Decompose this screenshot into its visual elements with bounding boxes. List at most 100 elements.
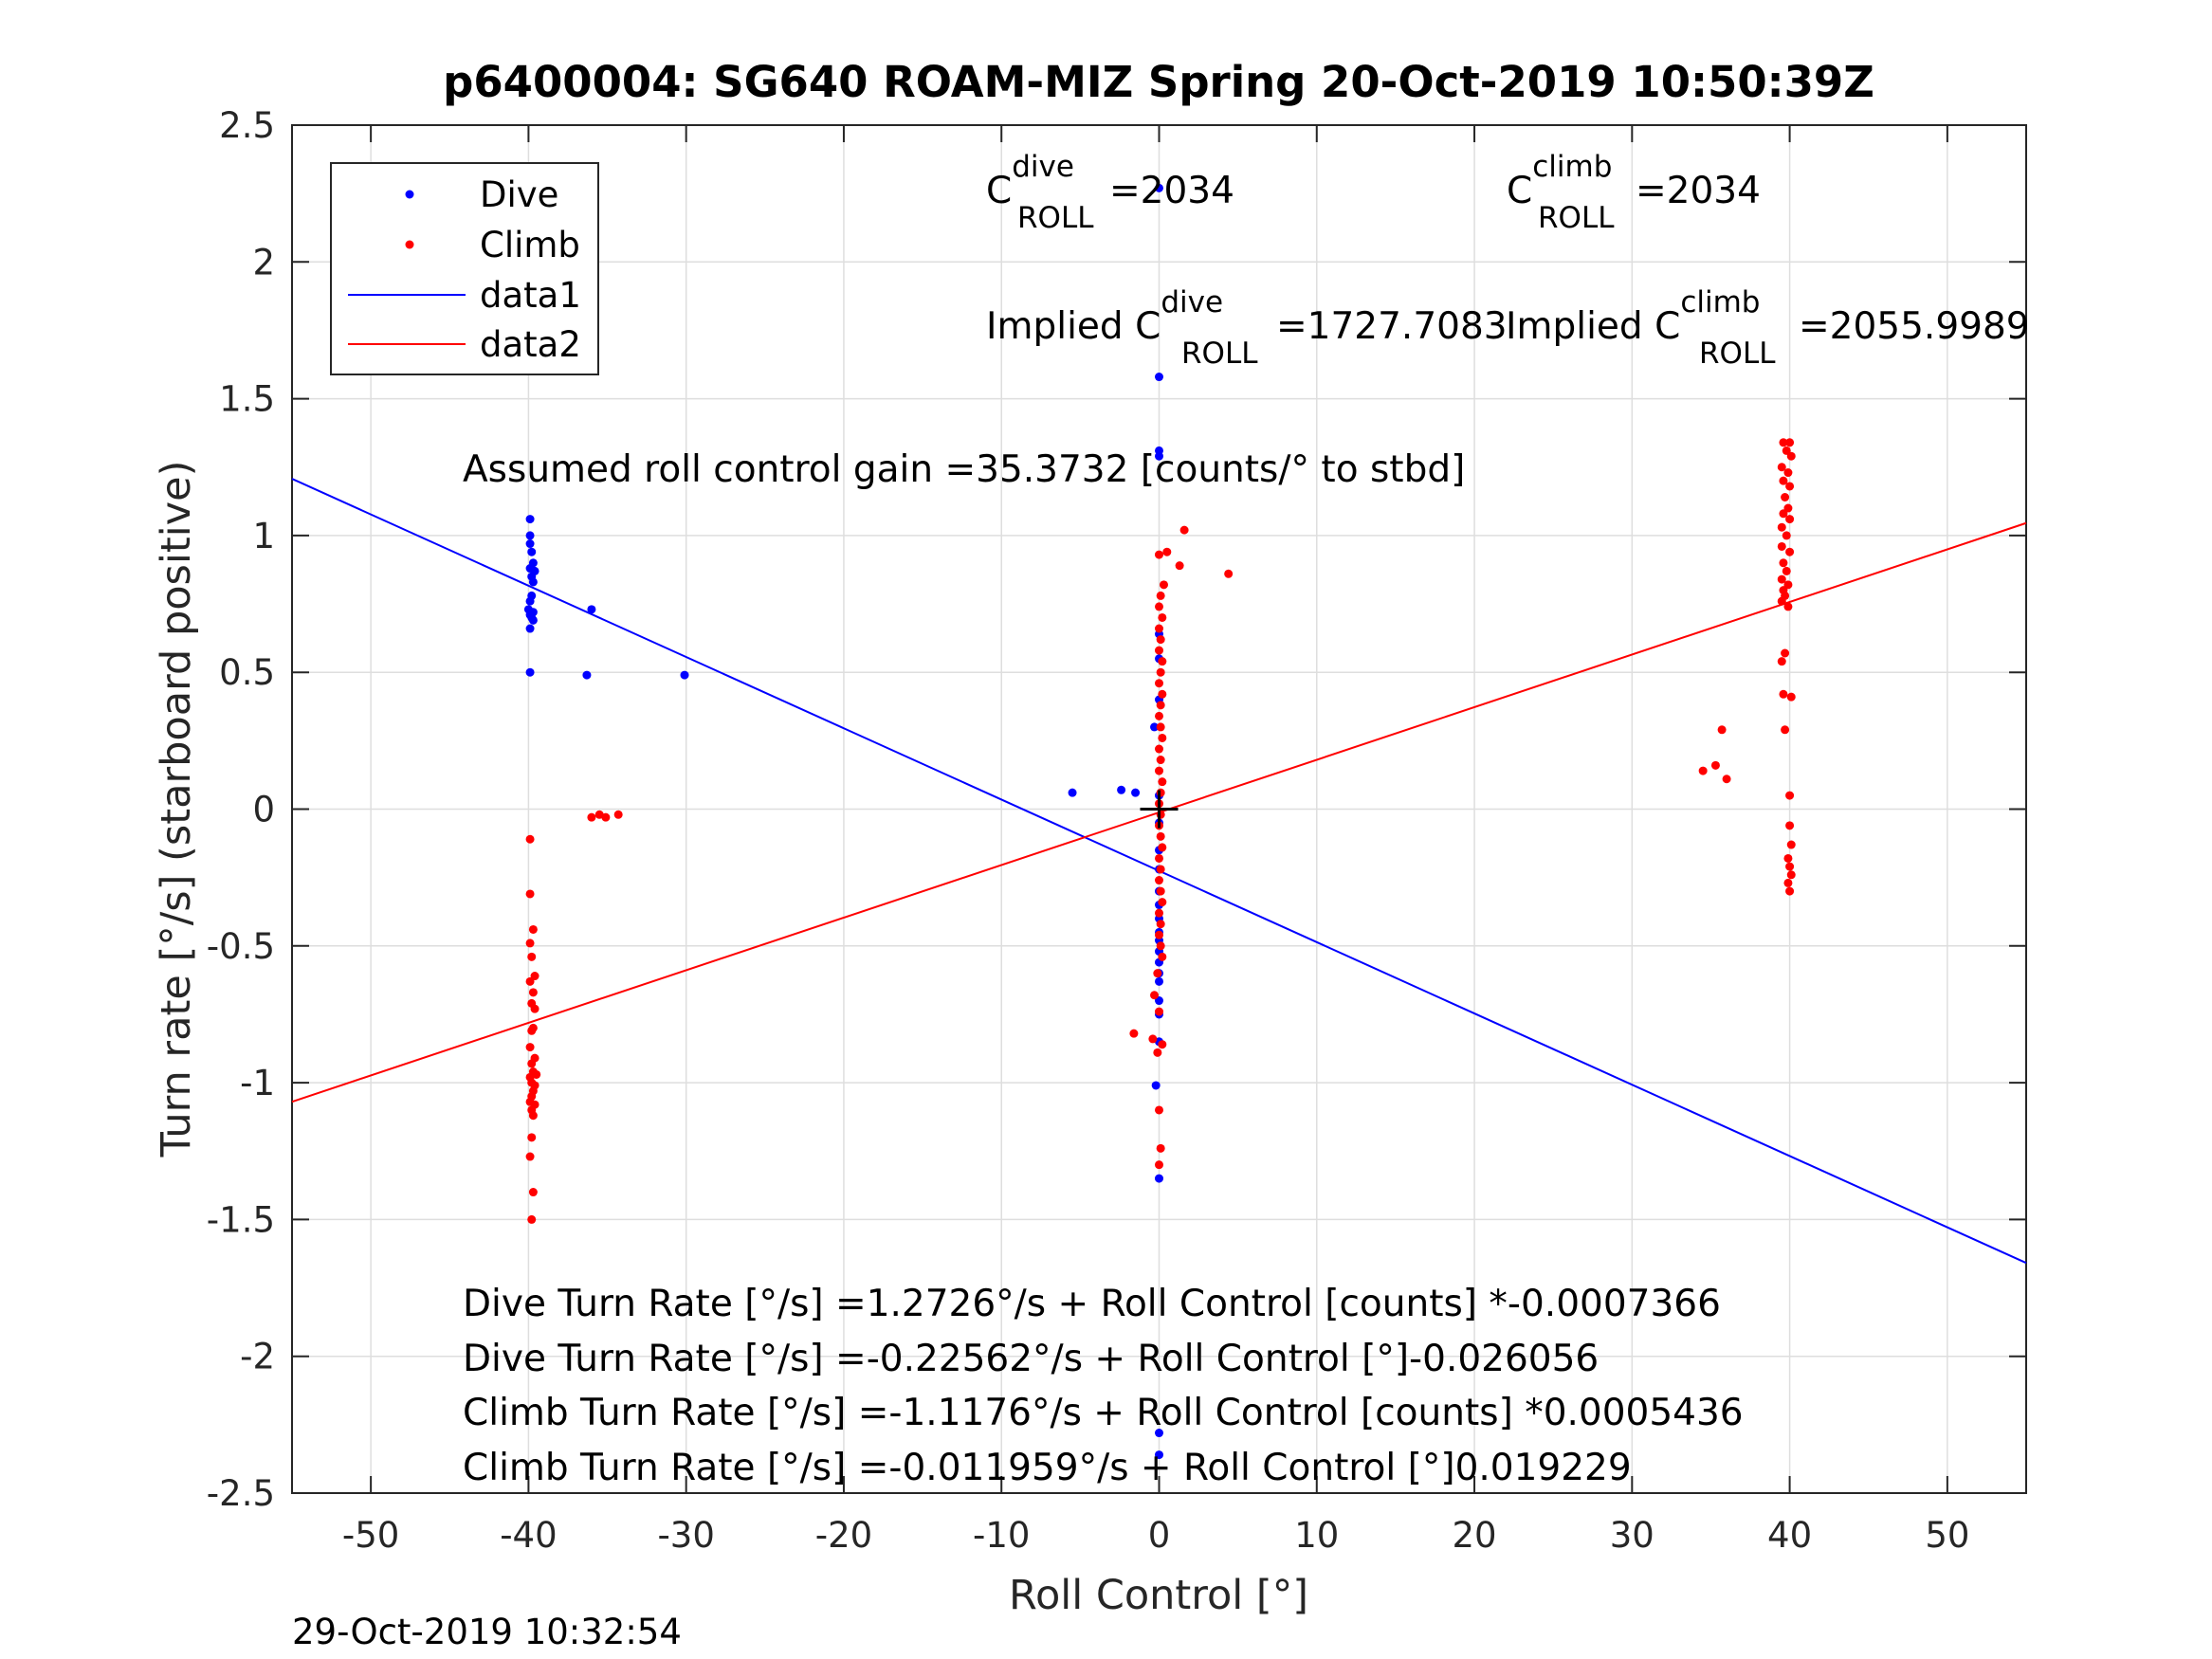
climb-point <box>1155 550 1163 559</box>
dive-point <box>1117 785 1126 794</box>
y-tick-label: -0.5 <box>207 926 275 967</box>
climb-point <box>1158 657 1167 666</box>
dive-point <box>1151 1081 1161 1090</box>
y-tick-label: 2.5 <box>219 105 275 146</box>
climb-point <box>1155 908 1163 918</box>
climb-point <box>1779 558 1788 568</box>
climb-point <box>1722 775 1731 784</box>
chart-title: p6400004: SG640 ROAM-MIZ Spring 20-Oct-2… <box>443 57 1874 107</box>
climb-point <box>530 1004 539 1013</box>
dive-point <box>587 605 596 614</box>
dive-point <box>525 667 535 677</box>
y-axis-label: Turn rate [°/s] (starboard positive) <box>153 461 200 1158</box>
climb-point <box>1783 878 1793 887</box>
climb-point <box>1155 1105 1163 1115</box>
climb-point <box>1783 468 1793 478</box>
x-tick-label: 0 <box>1148 1515 1171 1556</box>
climb-point <box>1781 648 1790 658</box>
climb-point <box>1779 438 1788 447</box>
y-tick-label: 0.5 <box>219 652 275 693</box>
legend-climb-marker <box>405 240 414 249</box>
climb-point <box>527 1214 537 1224</box>
climb-point <box>1129 1029 1139 1038</box>
climb-point <box>1155 679 1163 688</box>
dive-fit-degrees-equation: Dive Turn Rate [°/s] =-0.22562°/s + Roll… <box>463 1338 1599 1380</box>
dive-point <box>525 531 535 540</box>
climb-point <box>1158 843 1167 852</box>
c-roll-climb-label: Cclimb ROLL=2034 <box>1507 150 1761 235</box>
climb-point <box>1785 821 1795 830</box>
tick-marks <box>292 124 2026 1494</box>
climb-point <box>1785 515 1795 524</box>
y-tick-labels: -2.5 -2 -1.5 -1 -0.5 0 0.5 1 1.5 2 2.5 <box>207 105 275 1514</box>
climb-point <box>1155 744 1163 754</box>
legend: Dive Climb data1 data2 <box>330 162 599 375</box>
dive-point <box>525 624 535 633</box>
climb-point <box>1155 853 1163 863</box>
dive-point <box>528 615 538 625</box>
climb-point <box>1155 876 1163 885</box>
c-roll-dive-label: Cdive ROLL=2034 <box>986 150 1234 235</box>
climb-point <box>587 812 596 822</box>
climb-point <box>1785 482 1795 491</box>
x-tick-label: 50 <box>1925 1515 1969 1556</box>
data-points <box>523 183 1796 1460</box>
climb-point <box>527 1133 537 1142</box>
climb-point <box>1156 865 1165 874</box>
climb-point <box>1156 667 1165 677</box>
climb-point <box>1156 722 1165 732</box>
climb-point <box>1786 840 1796 849</box>
x-tick-label: 10 <box>1294 1515 1339 1556</box>
climb-point <box>601 812 611 822</box>
dive-point <box>528 577 538 587</box>
climb-point <box>1153 969 1162 978</box>
climb-point <box>1777 541 1786 551</box>
climb-point <box>1155 1007 1163 1016</box>
x-tick-label: -30 <box>657 1515 714 1556</box>
climb-point <box>1158 898 1167 907</box>
y-tick-label: -1.5 <box>207 1199 275 1240</box>
climb-point <box>1155 930 1163 939</box>
climb-fit-counts-equation: Climb Turn Rate [°/s] =-1.1176°/s + Roll… <box>463 1392 1744 1434</box>
climb-point <box>1153 1048 1162 1057</box>
roll-gain-annotation: Assumed roll control gain =35.3732 [coun… <box>463 448 1465 491</box>
dive-point <box>1155 183 1163 192</box>
climb-point <box>613 810 623 819</box>
climb-point <box>527 1059 537 1068</box>
climb-point <box>1156 1143 1165 1153</box>
x-axis-label: Roll Control [°] <box>1009 1572 1308 1619</box>
climb-point <box>1158 1040 1167 1049</box>
climb-point <box>1698 766 1708 775</box>
legend-box <box>330 162 599 375</box>
dive-point <box>582 670 592 680</box>
x-tick-label: -10 <box>973 1515 1030 1556</box>
climb-point <box>525 834 535 844</box>
dive-point <box>527 547 537 556</box>
y-tick-label: -2.5 <box>207 1473 275 1514</box>
climb-point <box>1162 547 1172 556</box>
climb-point <box>1777 574 1786 584</box>
climb-point <box>1175 561 1184 571</box>
dive-point <box>1155 373 1163 382</box>
dive-point <box>680 670 689 680</box>
climb-point <box>525 1043 535 1052</box>
print-timestamp: 29-Oct-2019 10:32:54 <box>292 1612 682 1652</box>
dive-point <box>1068 788 1077 797</box>
climb-point <box>1156 591 1165 600</box>
dive-point <box>525 515 535 524</box>
climb-point <box>1155 624 1163 633</box>
dive-point <box>1155 1450 1163 1460</box>
dive-point <box>1155 976 1163 986</box>
y-tick-label: 0 <box>252 790 275 830</box>
climb-point <box>1148 1034 1158 1044</box>
climb-point <box>1786 451 1796 461</box>
climb-point <box>1179 525 1189 535</box>
climb-point <box>1158 952 1167 961</box>
dive-point <box>1155 1174 1163 1183</box>
climb-point <box>525 976 535 986</box>
dive-point <box>1155 451 1163 461</box>
climb-point <box>1783 853 1793 863</box>
climb-point <box>525 889 535 899</box>
climb-point <box>527 1026 537 1035</box>
